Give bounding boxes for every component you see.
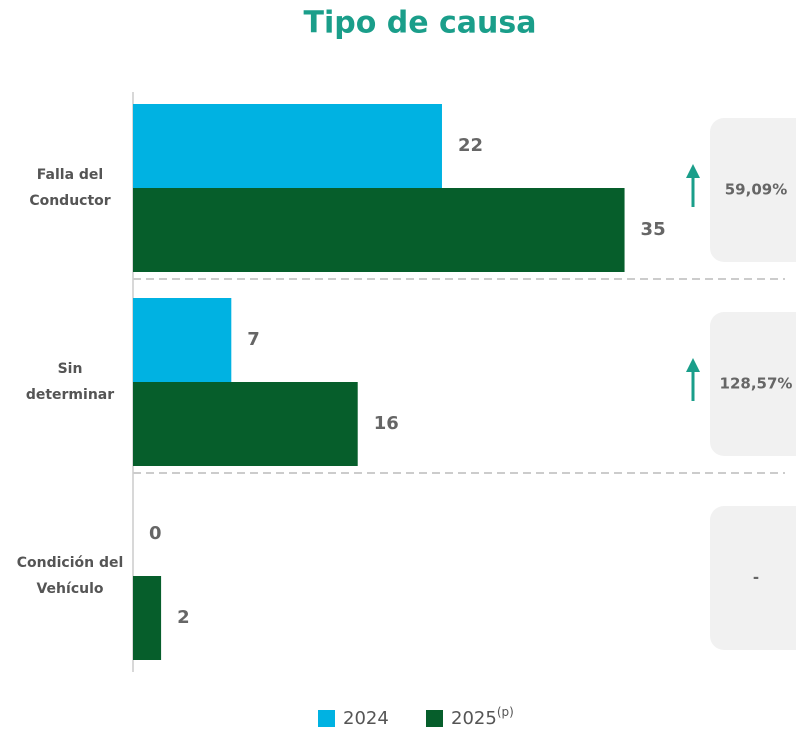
value-label: 0 (149, 523, 162, 544)
change-label: - (753, 569, 759, 587)
bar (133, 104, 442, 188)
legend-label: 2025(p) (451, 705, 514, 730)
legend-name: 2025 (451, 708, 497, 729)
change-label: 59,09% (725, 181, 787, 199)
value-label: 16 (374, 413, 399, 434)
category-label: Sin determinar (25, 361, 115, 403)
legend-name: 2024 (343, 708, 389, 729)
value-label: 2 (177, 607, 190, 628)
change-arrow-head (686, 164, 700, 178)
bar (133, 576, 162, 660)
category-label: Falla del Conductor (29, 167, 111, 209)
change-arrow-head (686, 358, 700, 372)
legend-swatch (318, 710, 335, 727)
bar (133, 298, 232, 382)
change-box (710, 312, 796, 456)
change-box (710, 506, 796, 650)
legend-swatch (426, 710, 443, 727)
value-label: 35 (641, 219, 666, 240)
value-label: 22 (458, 135, 483, 156)
legend-superscript: (p) (497, 705, 514, 719)
change-box (710, 118, 796, 262)
chart-title: Tipo de causa (303, 6, 536, 41)
change-label: 128,57% (720, 375, 793, 393)
bar (133, 382, 358, 466)
value-label: 7 (247, 329, 260, 350)
bar (133, 188, 625, 272)
legend-label: 2024 (343, 708, 389, 729)
category-label: Condición del Vehículo (16, 555, 124, 597)
